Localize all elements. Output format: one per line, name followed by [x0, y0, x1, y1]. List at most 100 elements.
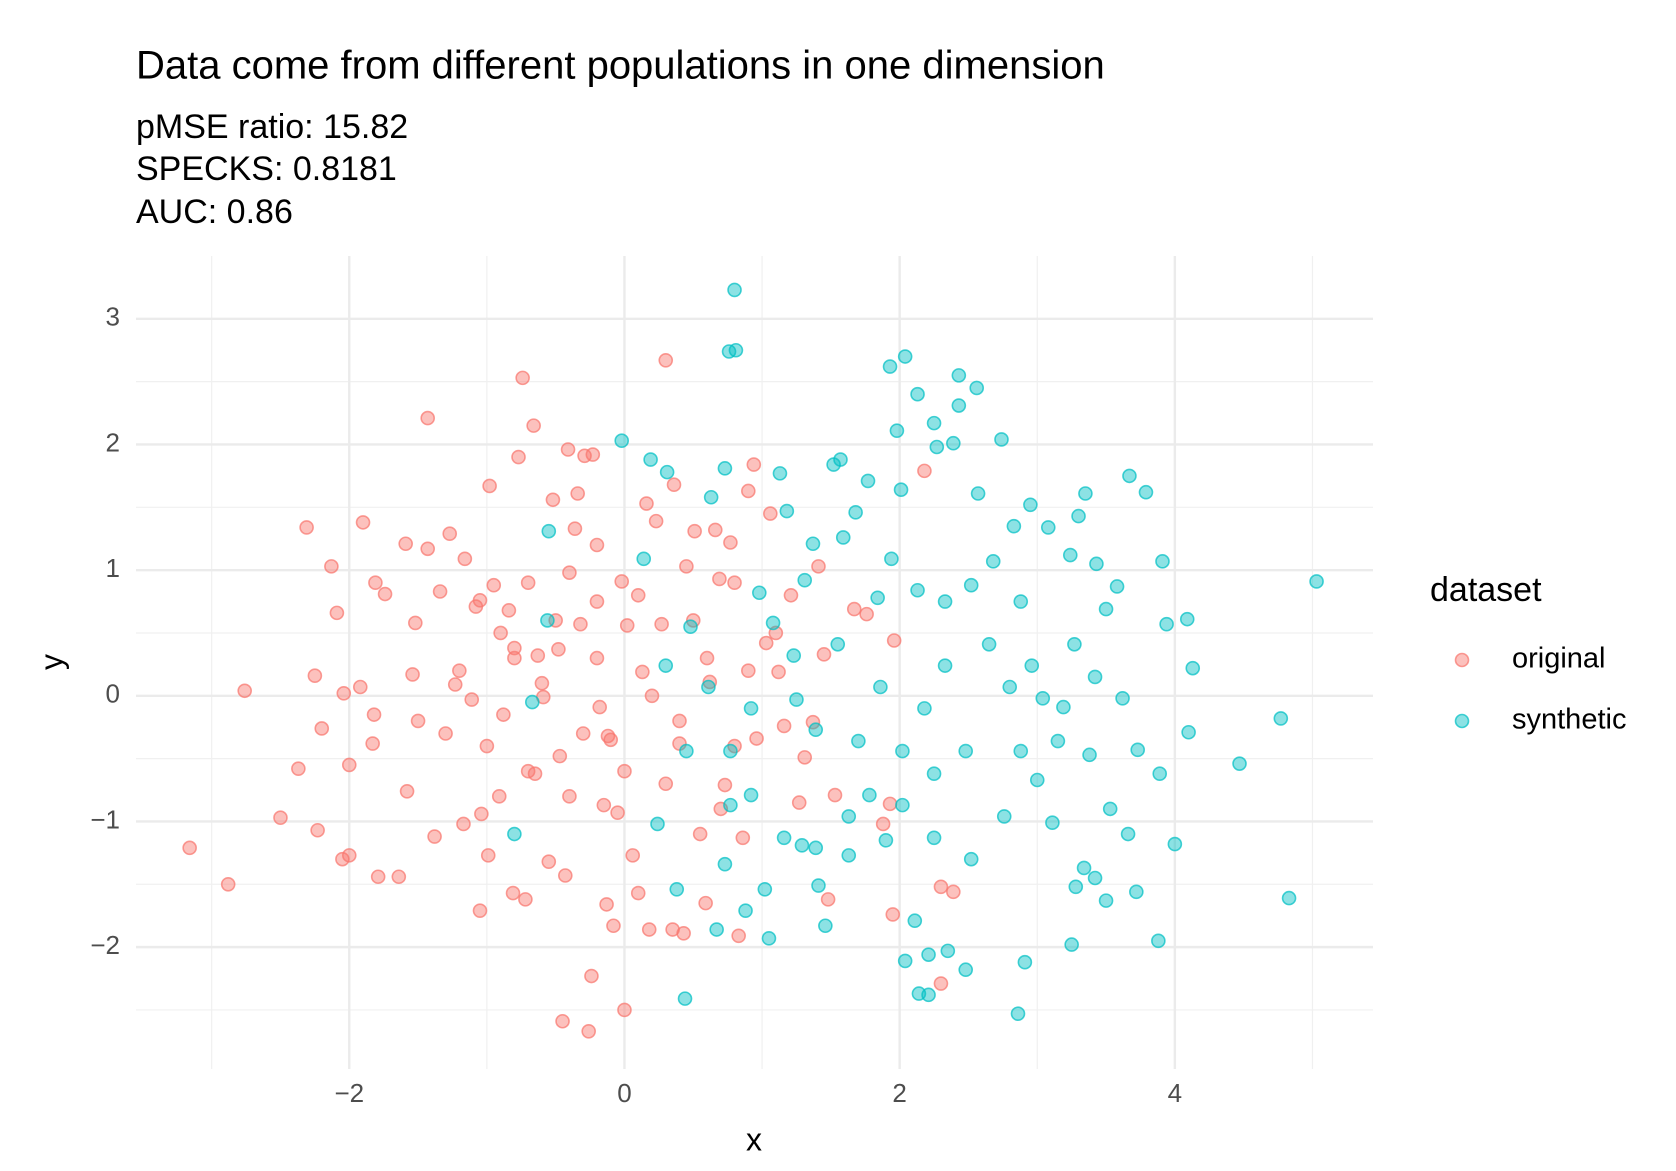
- point: [907, 913, 923, 929]
- point: [447, 677, 463, 692]
- point: [946, 884, 961, 900]
- point: [329, 605, 345, 621]
- point: [926, 830, 942, 846]
- point: [636, 551, 652, 567]
- point: [1130, 742, 1146, 758]
- point: [1087, 870, 1103, 886]
- point: [1159, 616, 1174, 632]
- point: [589, 594, 605, 609]
- chart-title: Data come from different populations in …: [136, 44, 1105, 88]
- point: [779, 503, 795, 519]
- point: [541, 854, 557, 869]
- point: [599, 897, 614, 912]
- point: [698, 895, 713, 911]
- point: [1151, 933, 1166, 949]
- point: [310, 822, 325, 838]
- point: [584, 968, 599, 984]
- point: [324, 559, 339, 574]
- point: [545, 492, 561, 508]
- point: [399, 783, 415, 799]
- point: [368, 575, 383, 591]
- point: [520, 763, 536, 779]
- legend-label: synthetic: [1512, 704, 1626, 736]
- chart-subtitle: AUC: 0.86: [136, 193, 293, 231]
- point: [772, 466, 788, 481]
- point: [391, 869, 407, 885]
- point: [365, 736, 380, 751]
- point: [889, 423, 905, 438]
- point: [1035, 691, 1051, 706]
- point: [712, 571, 727, 587]
- point: [723, 797, 738, 813]
- point: [654, 616, 669, 632]
- point: [1089, 556, 1104, 572]
- point: [619, 618, 635, 633]
- point: [981, 636, 997, 652]
- point: [833, 452, 848, 467]
- point: [735, 830, 751, 846]
- point: [410, 713, 426, 729]
- point: [921, 987, 936, 1003]
- point: [1281, 890, 1297, 906]
- point: [472, 592, 488, 608]
- point: [717, 461, 733, 476]
- point: [841, 848, 857, 863]
- point: [926, 415, 942, 431]
- point: [805, 714, 821, 730]
- point: [679, 559, 694, 574]
- y-tick-label: 2: [106, 427, 120, 457]
- point: [811, 878, 826, 893]
- point: [1050, 733, 1066, 749]
- point: [491, 789, 507, 804]
- point: [951, 368, 967, 383]
- point: [933, 879, 949, 895]
- point: [789, 692, 804, 707]
- point: [701, 679, 716, 695]
- point: [1122, 468, 1137, 484]
- x-axis-title: x: [746, 1121, 762, 1157]
- point: [377, 586, 393, 602]
- point: [1067, 636, 1082, 652]
- chart-subtitle: pMSE ratio: 15.82: [136, 108, 408, 146]
- point: [641, 922, 657, 937]
- point: [1098, 893, 1114, 908]
- point: [851, 733, 866, 749]
- point: [776, 718, 792, 734]
- point: [482, 478, 497, 494]
- point: [743, 787, 759, 803]
- point: [534, 675, 550, 691]
- point: [1023, 497, 1038, 513]
- point: [677, 991, 693, 1006]
- point: [692, 826, 708, 842]
- point: [518, 892, 533, 907]
- point: [507, 640, 522, 656]
- point: [786, 648, 802, 663]
- point: [963, 851, 979, 867]
- point: [951, 398, 967, 413]
- point: [958, 743, 974, 759]
- point: [958, 962, 974, 978]
- point: [589, 537, 605, 553]
- point: [493, 625, 508, 641]
- point: [1006, 518, 1022, 534]
- point: [897, 349, 913, 364]
- point: [709, 922, 724, 937]
- point: [442, 526, 458, 542]
- point: [886, 633, 902, 648]
- point: [558, 868, 573, 883]
- point: [679, 743, 694, 759]
- point: [895, 797, 910, 813]
- point: [1017, 954, 1033, 970]
- point: [687, 523, 702, 539]
- point: [575, 726, 591, 741]
- point: [741, 483, 756, 499]
- point: [405, 667, 420, 682]
- point: [562, 789, 577, 804]
- point: [917, 701, 932, 716]
- point: [1167, 836, 1183, 852]
- point: [746, 457, 762, 472]
- point: [791, 795, 807, 810]
- point: [335, 851, 350, 867]
- point: [1138, 484, 1154, 500]
- point: [827, 787, 843, 803]
